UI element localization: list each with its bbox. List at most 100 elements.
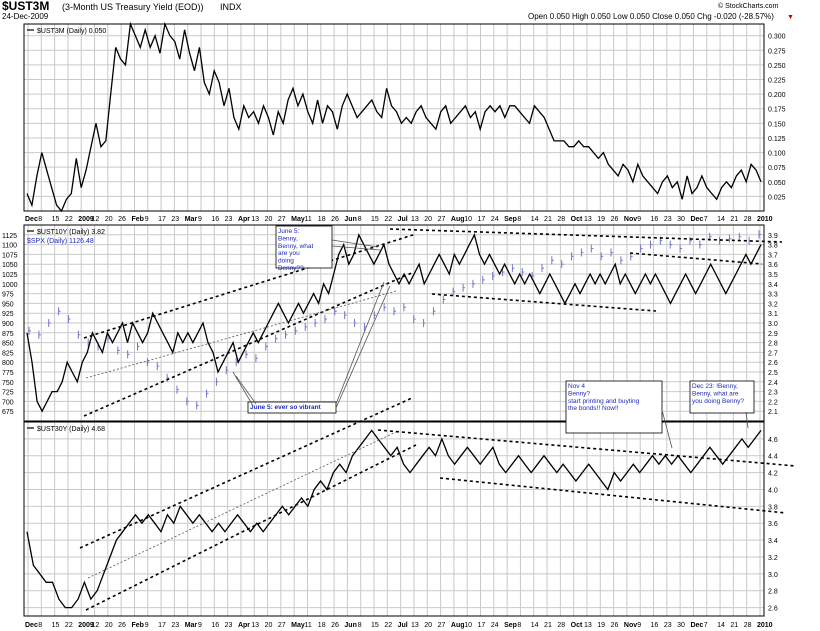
x-tick-label: Apr xyxy=(238,216,250,223)
x-tick-label: Jun xyxy=(344,622,356,629)
x-tick-label: Dec xyxy=(25,216,38,223)
x-tick-label: May xyxy=(291,216,305,223)
y-tick-label: 3.3 xyxy=(768,292,778,299)
x-tick-label: 22 xyxy=(384,622,392,629)
y-tick-label-left: 850 xyxy=(2,341,14,348)
x-tick-label: 19 xyxy=(597,216,605,223)
x-tick-label: 7 xyxy=(704,216,708,223)
x-tick-label: 28 xyxy=(557,216,565,223)
y-tick-label: 0.225 xyxy=(768,78,786,85)
y-tick-label: 0.300 xyxy=(768,34,786,41)
x-tick-label: 12 xyxy=(92,216,100,223)
x-tick-label: 20 xyxy=(265,216,273,223)
x-tick-label: 28 xyxy=(744,622,752,629)
x-tick-label: 24 xyxy=(491,622,499,629)
y-tick-label-left: 725 xyxy=(2,390,14,397)
note-nov4-box xyxy=(565,380,663,434)
x-tick-label: Apr xyxy=(238,622,250,629)
x-tick-label: 9 xyxy=(198,216,202,223)
legend-label-spx: $SPX (Daily) 1126.48 xyxy=(27,238,94,245)
x-tick-label: 13 xyxy=(584,622,592,629)
annotation-pointer xyxy=(331,245,381,251)
trendline xyxy=(377,429,797,467)
x-tick-label: 23 xyxy=(664,622,672,629)
annotation-pointer xyxy=(745,411,749,429)
chart-date: 24-Dec-2009 xyxy=(2,12,49,21)
x-tick-label: 27 xyxy=(278,622,286,629)
x-tick-label: 10 xyxy=(464,216,472,223)
x-tick-label: 15 xyxy=(52,216,60,223)
y-tick-label: 0.125 xyxy=(768,136,786,143)
y-tick-label: 2.6 xyxy=(768,360,778,367)
y-tick-label: 2.2 xyxy=(768,399,778,406)
x-tick-label: 11 xyxy=(304,622,311,629)
x-tick-label: 13 xyxy=(251,622,259,629)
y-tick-label: 2.1 xyxy=(768,409,778,416)
x-tick-label: 8 xyxy=(358,622,362,629)
trendline xyxy=(439,477,787,514)
exchange: INDX xyxy=(220,2,242,12)
x-tick-label: 27 xyxy=(438,216,446,223)
note-june5-top-box xyxy=(275,225,333,269)
y-tick-label: 3.4 xyxy=(768,538,778,545)
x-tick-label: 13 xyxy=(411,622,419,629)
x-tick-label: 14 xyxy=(717,216,725,223)
x-tick-label: 27 xyxy=(438,622,446,629)
x-tick-label: Aug xyxy=(451,622,465,629)
x-tick-label: 21 xyxy=(730,622,738,629)
x-tick-label: 26 xyxy=(611,216,619,223)
x-tick-label: 26 xyxy=(611,622,619,629)
x-tick-label: 22 xyxy=(384,216,392,223)
x-tick-label: 12 xyxy=(92,622,100,629)
x-tick-label: 26 xyxy=(118,216,126,223)
annotation-pointer xyxy=(335,285,391,409)
x-tick-label: 13 xyxy=(411,216,419,223)
x-tick-label: 21 xyxy=(544,622,552,629)
note-june5-top: June 5: Benny, Benny, what are you doing Benn… xyxy=(278,228,313,272)
x-tick-label: Nov xyxy=(624,622,637,629)
down-arrow-icon: ▼ xyxy=(787,14,794,21)
y-tick-label-left: 975 xyxy=(2,292,14,299)
x-tick-label: Oct xyxy=(571,622,583,629)
y-tick-label: 4.6 xyxy=(768,437,778,444)
trendline xyxy=(79,397,413,549)
x-tick-label: 2010 xyxy=(757,216,773,223)
panel-frame xyxy=(23,421,765,617)
y-tick-label: 3.9 xyxy=(768,233,778,240)
y-tick-label: 2.3 xyxy=(768,390,778,397)
note-nov4: Nov 4 Benny? start printing and buyting the… xyxy=(568,383,640,412)
x-tick-label: 20 xyxy=(424,622,432,629)
y-tick-label-left: 1025 xyxy=(2,272,18,279)
y-tick-label-left: 775 xyxy=(2,370,14,377)
x-tick-label: 23 xyxy=(664,216,672,223)
x-tick-label: Mar xyxy=(185,622,198,629)
y-tick-label: 3.0 xyxy=(768,321,778,328)
x-tick-label: Sep xyxy=(504,216,517,223)
y-tick-label: 0.250 xyxy=(768,63,786,70)
x-tick-label: 2009 xyxy=(78,622,94,629)
x-tick-label: 28 xyxy=(557,622,565,629)
x-tick-label: 8 xyxy=(358,216,362,223)
x-tick-label: 20 xyxy=(265,622,273,629)
y-tick-label: 2.6 xyxy=(768,606,778,613)
y-tick-label: 0.100 xyxy=(768,151,786,158)
watermark: © StockCharts.com xyxy=(718,2,779,10)
y-tick-label: 2.9 xyxy=(768,331,778,338)
y-tick-label: 3.4 xyxy=(768,282,778,289)
y-tick-label: 3.1 xyxy=(768,311,778,318)
x-tick-label: 18 xyxy=(318,216,326,223)
x-tick-label: Jun xyxy=(344,216,356,223)
x-tick-label: 19 xyxy=(597,622,605,629)
x-tick-label: 11 xyxy=(304,216,311,223)
trendline xyxy=(83,233,417,339)
x-tick-label: 17 xyxy=(158,216,166,223)
annotation-pointer xyxy=(661,409,673,449)
trendline xyxy=(389,228,783,243)
y-tick-label: 2.7 xyxy=(768,350,778,357)
note-june5-bottom: June 5: ever so vibrant xyxy=(250,404,322,411)
x-tick-label: 16 xyxy=(211,622,219,629)
x-tick-label: Dec xyxy=(25,622,38,629)
y-tick-label: 4.0 xyxy=(768,487,778,494)
y-tick-label-left: 800 xyxy=(2,360,14,367)
y-tick-label-left: 1125 xyxy=(2,233,17,240)
